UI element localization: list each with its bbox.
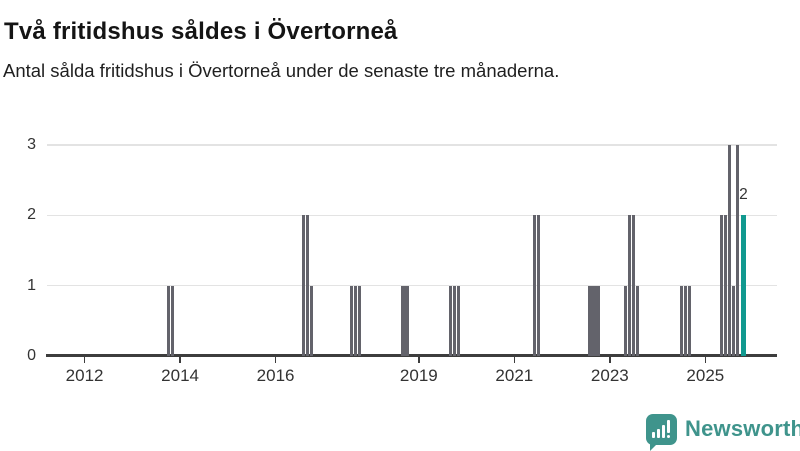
bar [166, 285, 170, 356]
x-axis-tick [83, 357, 86, 363]
x-axis-tick [609, 357, 611, 363]
bar [305, 215, 310, 356]
gridline [47, 284, 777, 287]
newsworthy-logo[interactable]: Newsworthy [646, 412, 800, 451]
bar [170, 285, 174, 356]
x-axis-tick-label: 2021 [495, 366, 534, 385]
bar [596, 285, 600, 356]
newsworthy-logo-icon [646, 413, 677, 451]
newsworthy-logo-text: Newsworthy [685, 416, 800, 441]
y-axis-tick-label: 1 [27, 276, 36, 294]
y-axis-tick-label: 3 [27, 136, 36, 154]
x-axis-tick [274, 357, 277, 363]
x-axis-tick-label: 2023 [590, 366, 629, 385]
bar [532, 215, 536, 356]
x-axis-tick [179, 357, 181, 363]
x-axis-tick-label: 2025 [686, 366, 725, 385]
bar [687, 285, 692, 356]
bar [449, 285, 453, 356]
bar [727, 145, 731, 356]
bar [349, 285, 353, 356]
bar [624, 285, 628, 356]
bar [453, 285, 457, 356]
bar [719, 215, 723, 356]
bar [309, 285, 313, 356]
chart-subtitle: Antal sålda fritidshus i Övertorneå unde… [3, 60, 560, 81]
bar [353, 285, 357, 356]
highlighted-bar [741, 215, 746, 356]
bar [636, 285, 640, 356]
x-axis-tick-label: 2012 [65, 366, 104, 385]
x-axis-tick-label: 2016 [256, 366, 295, 385]
chart-title: Två fritidshus såldes i Övertorneå [4, 18, 398, 46]
x-axis-tick [704, 357, 707, 363]
bar [632, 215, 636, 356]
bar [536, 215, 540, 356]
bar [628, 215, 632, 356]
bar [405, 285, 409, 356]
bar [683, 285, 688, 356]
x-axis-tick-label: 2019 [399, 366, 438, 385]
bar [357, 285, 361, 356]
bar [588, 285, 592, 356]
bar [457, 285, 461, 356]
bar [723, 215, 727, 356]
bar [401, 285, 405, 356]
x-axis-tick-label: 2014 [161, 366, 199, 385]
x-axis-tick [513, 357, 516, 363]
bar [735, 145, 739, 356]
mini-bar-chart-icon [652, 419, 671, 438]
bar [731, 285, 735, 356]
bar [592, 285, 596, 356]
bar [301, 215, 306, 356]
gridline [47, 144, 777, 146]
x-axis-tick [418, 357, 420, 363]
gridline [47, 214, 777, 217]
highlighted-bar-value-label: 2 [739, 186, 748, 204]
y-axis-tick-label: 0 [27, 347, 36, 364]
bar [679, 285, 684, 356]
y-axis-tick-label: 2 [27, 206, 36, 224]
x-axis-line [46, 354, 777, 357]
